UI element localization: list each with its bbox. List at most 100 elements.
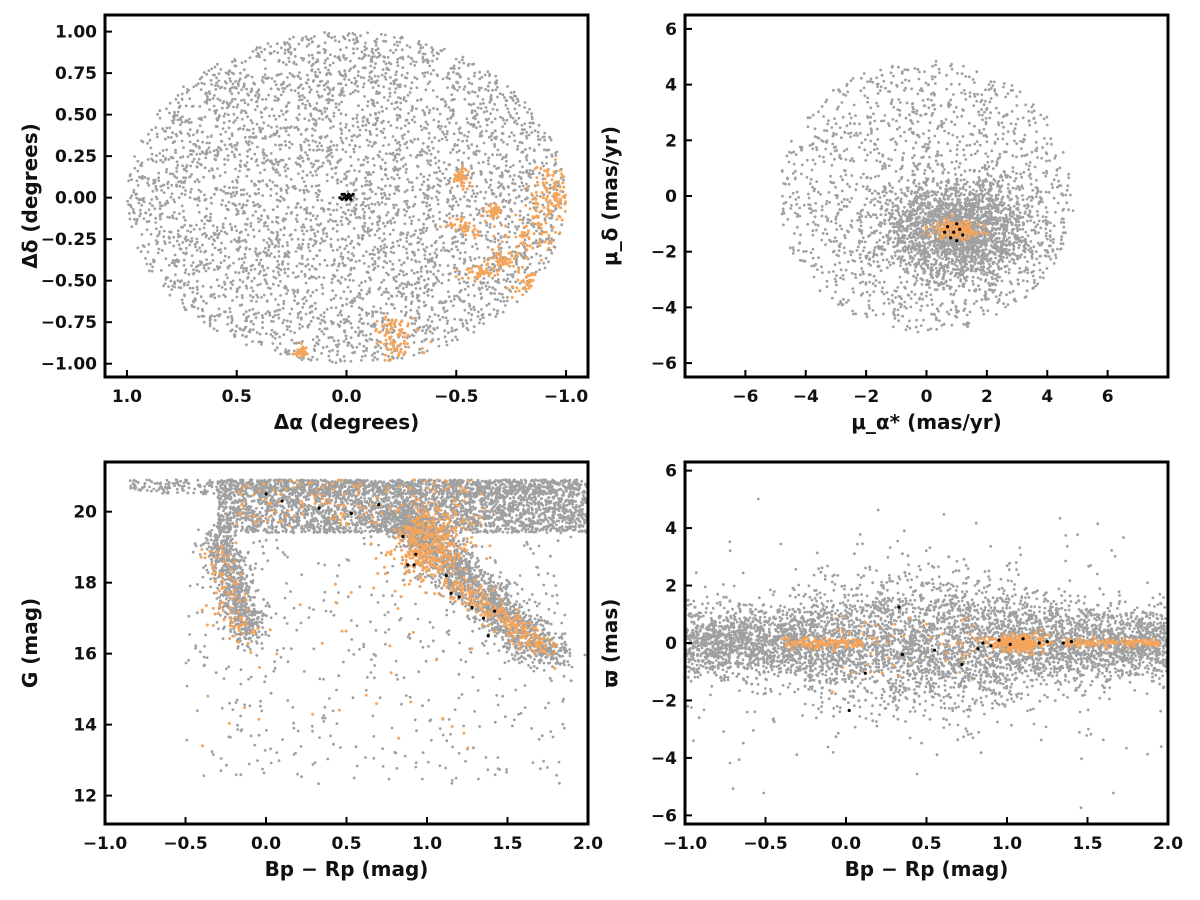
position-field-stars-point bbox=[315, 75, 318, 79]
position-field-stars-point bbox=[152, 258, 155, 262]
position-field-stars-point bbox=[261, 179, 265, 183]
position-field-stars-point bbox=[278, 308, 282, 312]
position-field-stars-point bbox=[174, 97, 178, 101]
position-field-stars-point bbox=[279, 352, 283, 356]
proper_motion-field-stars-point bbox=[955, 135, 959, 139]
position-field-stars-point bbox=[448, 212, 451, 216]
position-field-stars-point bbox=[230, 195, 233, 199]
position-field-stars-point bbox=[527, 133, 531, 137]
position-field-stars-point bbox=[271, 335, 275, 338]
position-field-stars-point bbox=[505, 240, 509, 244]
position-field-stars-point bbox=[385, 261, 389, 265]
position-field-stars-point bbox=[497, 248, 501, 251]
position-field-stars-point bbox=[455, 294, 459, 298]
position-field-stars-point bbox=[370, 190, 374, 194]
position-member-stars-point bbox=[468, 221, 471, 225]
position-field-stars-point bbox=[447, 278, 451, 282]
position-field-stars-point bbox=[410, 219, 414, 223]
position-member-stars-point bbox=[296, 351, 300, 354]
position-field-stars-point bbox=[518, 209, 522, 213]
position-field-stars-point bbox=[401, 137, 405, 140]
position-field-stars-point bbox=[184, 308, 188, 312]
position-field-stars-point bbox=[319, 222, 323, 226]
position-field-stars-point bbox=[300, 256, 304, 260]
position-field-stars-point bbox=[416, 236, 420, 240]
position-field-stars-point bbox=[371, 248, 375, 252]
position-field-stars-point bbox=[370, 257, 374, 260]
position-field-stars-point bbox=[539, 254, 542, 257]
position-member-stars-point bbox=[543, 169, 547, 173]
position-field-stars-point bbox=[520, 151, 524, 154]
position-field-stars-point bbox=[506, 273, 510, 277]
position-field-stars-point bbox=[509, 91, 513, 94]
position-field-stars-point bbox=[519, 177, 523, 181]
position-field-stars-point bbox=[304, 184, 308, 188]
position-ytick-label: 0.00 bbox=[55, 189, 97, 209]
position-field-stars-point bbox=[250, 98, 253, 102]
position-field-stars-point bbox=[508, 280, 512, 284]
position-field-stars-point bbox=[201, 284, 205, 288]
position-field-stars-point bbox=[534, 270, 538, 274]
position-field-stars-point bbox=[441, 77, 445, 81]
position-member-stars-point bbox=[552, 204, 556, 208]
position-member-stars-point bbox=[452, 180, 456, 184]
position-field-stars-point bbox=[229, 79, 232, 83]
position-field-stars-point bbox=[151, 204, 154, 208]
position-field-stars-point bbox=[274, 298, 277, 301]
position-field-stars-point bbox=[415, 176, 419, 180]
position-field-stars-point bbox=[200, 219, 204, 223]
position-field-stars-point bbox=[273, 95, 277, 98]
position-field-stars-point bbox=[379, 307, 382, 310]
position-field-stars-point bbox=[275, 168, 278, 172]
position-field-stars-point bbox=[415, 107, 418, 111]
position-field-stars-point bbox=[421, 72, 425, 75]
position-field-stars-point bbox=[251, 307, 255, 311]
proper_motion-field-stars-point bbox=[1021, 116, 1025, 120]
position-field-stars-point bbox=[169, 195, 173, 199]
position-core-stars-point bbox=[344, 197, 349, 201]
position-field-stars-point bbox=[538, 171, 541, 175]
position-field-stars-point bbox=[445, 343, 449, 347]
position-field-stars-point bbox=[344, 113, 348, 117]
position-field-stars-point bbox=[300, 148, 303, 152]
position-field-stars-point bbox=[480, 296, 484, 299]
position-field-stars-point bbox=[300, 358, 304, 362]
position-field-stars-point bbox=[395, 167, 399, 171]
position-field-stars-point bbox=[437, 166, 441, 170]
position-field-stars-point bbox=[345, 184, 349, 187]
position-field-stars-point bbox=[347, 208, 350, 212]
position-field-stars-point bbox=[380, 192, 383, 196]
position-field-stars-point bbox=[449, 299, 453, 303]
position-field-stars-point bbox=[130, 194, 134, 198]
position-field-stars-point bbox=[214, 124, 218, 128]
position-field-stars-point bbox=[427, 277, 430, 281]
position-field-stars-point bbox=[390, 268, 394, 271]
position-field-stars-point bbox=[410, 140, 414, 144]
position-field-stars-point bbox=[354, 203, 358, 207]
position-field-stars-point bbox=[410, 181, 414, 184]
position-member-stars-point bbox=[461, 164, 465, 168]
position-field-stars-point bbox=[342, 340, 346, 343]
position-field-stars-point bbox=[345, 203, 349, 207]
position-field-stars-point bbox=[518, 104, 521, 107]
position-field-stars-point bbox=[326, 80, 330, 83]
position-field-stars-point bbox=[431, 219, 435, 223]
position-field-stars-point bbox=[382, 39, 385, 43]
position-field-stars-point bbox=[312, 107, 316, 111]
position-field-stars-point bbox=[325, 107, 329, 110]
position-field-stars-point bbox=[208, 92, 212, 95]
position-field-stars-point bbox=[330, 277, 334, 281]
position-member-stars-point bbox=[520, 280, 524, 283]
position-field-stars-point bbox=[462, 151, 466, 155]
position-field-stars-point bbox=[366, 173, 370, 177]
position-field-stars-point bbox=[223, 163, 227, 166]
position-field-stars-point bbox=[321, 346, 325, 349]
position-member-stars-point bbox=[402, 352, 405, 356]
position-field-stars-point bbox=[358, 313, 362, 317]
position-field-stars-point bbox=[176, 233, 180, 236]
position-field-stars-point bbox=[388, 260, 392, 263]
position-field-stars-point bbox=[368, 130, 372, 133]
position-field-stars-point bbox=[382, 127, 386, 131]
position-field-stars-point bbox=[213, 154, 217, 157]
position-member-stars-point bbox=[518, 234, 522, 238]
